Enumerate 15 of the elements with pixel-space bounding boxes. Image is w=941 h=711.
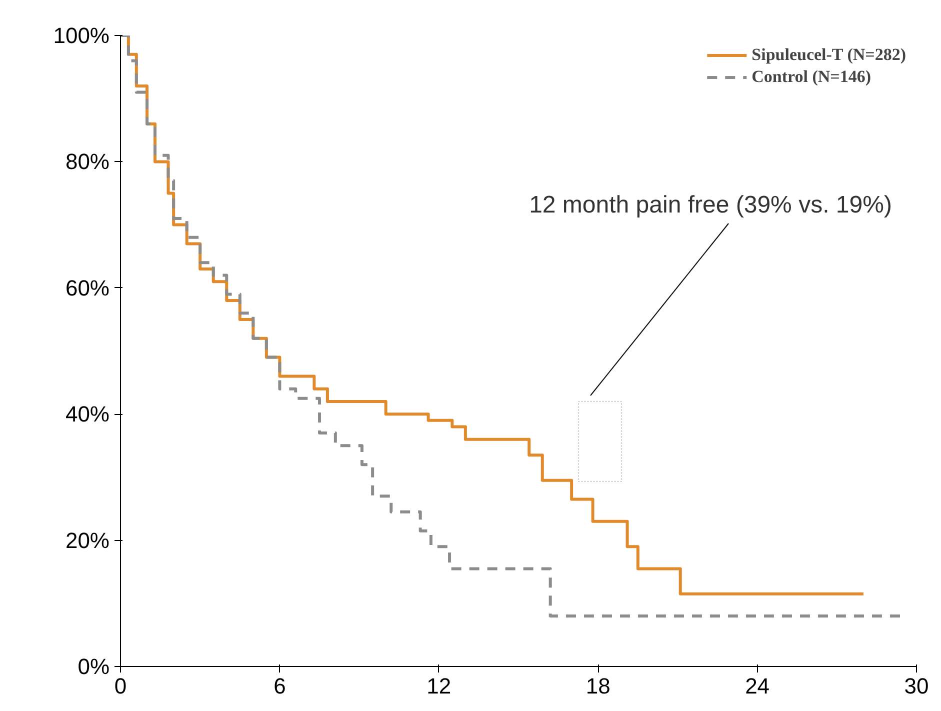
- x-tick-label: 12: [426, 674, 452, 698]
- y-tick-label: 60%: [65, 275, 110, 300]
- x-tick-label: 0: [114, 674, 127, 698]
- legend-label: Sipuleucel-T (N=282): [752, 45, 906, 65]
- y-tick-label: 80%: [65, 149, 110, 174]
- annotation: 12 month pain free (39% vs. 19%): [529, 192, 892, 218]
- y-tick-label: 0%: [78, 654, 110, 679]
- y-tick-label: 40%: [65, 402, 110, 427]
- y-tick-label: 20%: [65, 528, 110, 553]
- y-tick-label: 100%: [53, 23, 110, 48]
- x-tick-label: 24: [745, 674, 770, 698]
- x-tick-label: 30: [904, 674, 929, 698]
- x-tick-label: 18: [586, 674, 610, 698]
- legend-label: Control (N=146): [752, 67, 872, 87]
- x-tick-label: 6: [274, 674, 286, 698]
